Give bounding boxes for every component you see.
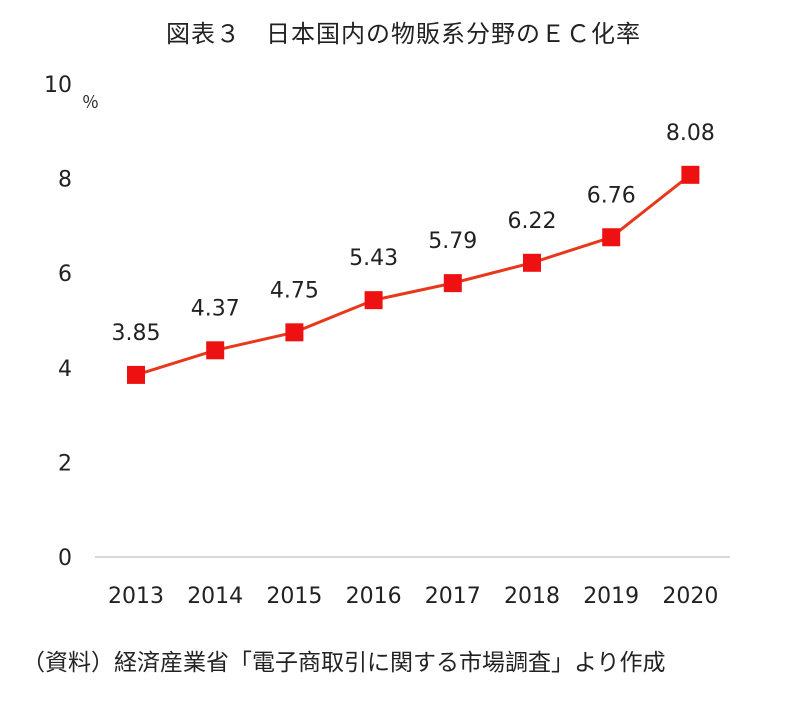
x-tick-label: 2018 (504, 584, 560, 609)
data-point-marker (206, 341, 225, 360)
data-label: 3.85 (112, 321, 161, 346)
source-note: （資料）経済産業省「電子商取引に関する市場調査」より作成 (22, 650, 666, 676)
y-axis-unit: ％ (82, 93, 99, 113)
y-tick-label: 6 (58, 262, 72, 287)
data-point-marker (523, 253, 541, 272)
y-tick-label: 4 (58, 357, 72, 382)
data-label: 5.79 (428, 229, 477, 254)
x-tick-label: 2015 (266, 584, 322, 609)
y-tick-label: 2 (58, 451, 72, 476)
data-label: 4.37 (191, 296, 240, 321)
data-point-marker (285, 323, 304, 342)
series-line (135, 173, 692, 377)
data-label: 8.08 (666, 121, 715, 146)
data-label: 6.22 (508, 209, 557, 234)
data-label: 5.43 (349, 246, 398, 271)
x-tick-label: 2017 (425, 584, 481, 609)
y-tick-label: 8 (58, 168, 72, 193)
y-tick-label: 0 (58, 546, 72, 571)
x-tick-label: 2013 (108, 584, 164, 609)
y-tick-label: 10 (44, 73, 72, 98)
data-point-marker (602, 228, 621, 247)
x-tick-label: 2020 (662, 584, 718, 609)
data-label: 6.76 (587, 183, 636, 208)
data-point-marker (681, 165, 700, 184)
y-axis-ticks: 0 2 4 6 8 10 (44, 73, 72, 571)
x-tick-label: 2014 (187, 584, 243, 609)
data-labels: 3.85 4.37 4.75 5.43 5.79 6.22 6.76 8.08 (112, 121, 715, 346)
x-tick-label: 2019 (583, 584, 639, 609)
data-point-marker (127, 365, 145, 384)
series-markers (127, 165, 700, 384)
data-point-marker (364, 291, 383, 310)
data-point-marker (443, 274, 462, 293)
chart-title: 図表３ 日本国内の物販系分野のＥＣ化率 (166, 20, 641, 48)
x-axis-ticks: 2013 2014 2015 2016 2017 2018 2019 2020 (108, 584, 718, 609)
x-tick-label: 2016 (346, 584, 402, 609)
data-label: 4.75 (270, 278, 319, 303)
